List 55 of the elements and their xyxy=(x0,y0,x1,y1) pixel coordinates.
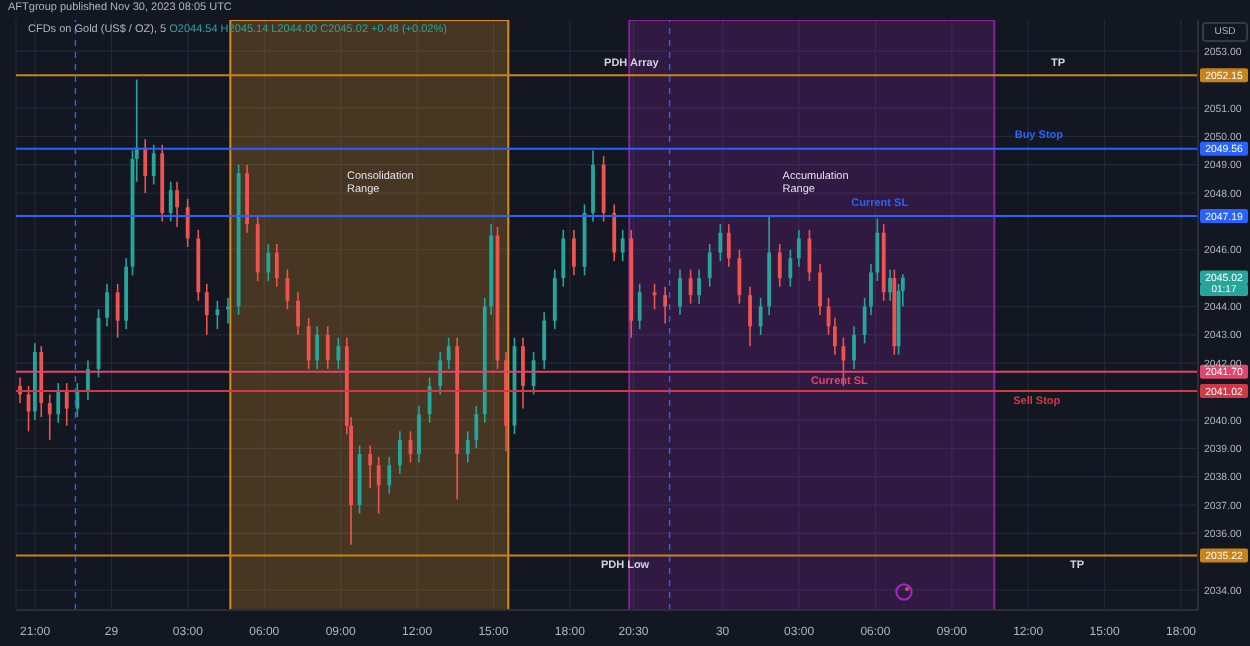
candlestick xyxy=(115,283,120,339)
candlestick xyxy=(697,268,702,305)
candlestick xyxy=(151,144,156,186)
candlestick xyxy=(266,243,271,282)
candlestick xyxy=(796,229,801,268)
candlestick xyxy=(465,430,470,464)
candlestick xyxy=(376,456,381,515)
candlestick xyxy=(748,285,752,347)
candlestick xyxy=(707,243,712,288)
candlestick xyxy=(612,203,617,262)
candlestick xyxy=(777,243,782,288)
candlestick xyxy=(718,223,723,262)
candlestick xyxy=(105,283,109,328)
candlestick xyxy=(818,263,822,316)
candlestick xyxy=(168,180,173,223)
candlestick xyxy=(143,138,148,194)
candlestick xyxy=(397,430,402,475)
candlestick xyxy=(788,248,793,288)
candlestick xyxy=(521,336,525,410)
candlestick xyxy=(185,197,190,248)
candlestick xyxy=(620,229,625,262)
candlestick xyxy=(215,300,220,330)
candlestick xyxy=(274,243,279,288)
candlestick xyxy=(663,285,668,325)
candlestick xyxy=(688,268,693,305)
candlestick xyxy=(726,223,731,268)
candlestick xyxy=(175,180,179,228)
candlestick xyxy=(552,268,557,330)
candlestick xyxy=(438,351,443,396)
candlestick xyxy=(417,404,421,464)
candlestick xyxy=(47,393,52,441)
candlestick xyxy=(336,336,341,370)
candlestick xyxy=(852,325,856,370)
candlestick xyxy=(833,317,837,356)
candlestick xyxy=(325,325,330,370)
candlestick xyxy=(315,325,320,370)
candlestick xyxy=(427,376,432,424)
candlestick xyxy=(446,336,451,370)
candlestick xyxy=(571,229,576,277)
candlestick xyxy=(561,229,566,288)
candlestick xyxy=(75,382,80,418)
candlestick xyxy=(637,283,642,330)
candlestick xyxy=(368,444,373,489)
candlestick xyxy=(758,297,763,336)
candlestick xyxy=(56,382,61,424)
candlestick xyxy=(64,382,69,427)
candlestick xyxy=(387,456,392,495)
candlestick xyxy=(226,297,230,325)
candlestick xyxy=(678,268,682,316)
candlestick xyxy=(296,291,300,336)
candlestick xyxy=(888,268,892,302)
candlestick xyxy=(204,283,209,336)
candlestick xyxy=(542,311,547,370)
candlestick xyxy=(474,404,479,450)
candlestick xyxy=(306,317,311,370)
